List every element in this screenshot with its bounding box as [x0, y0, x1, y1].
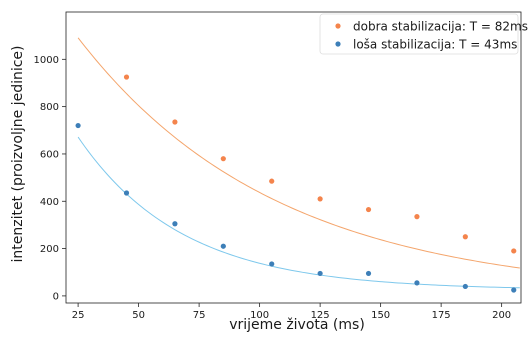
series-layer [75, 37, 520, 293]
x-tick-label: 175 [432, 310, 451, 321]
data-point [172, 119, 178, 125]
axes: 25 50 75 100 125 150 175 200 0 200 400 600 800 1000 [34, 11, 522, 321]
data-point [365, 270, 372, 277]
y-tick-label: 800 [40, 102, 59, 113]
plot-frame [65, 11, 522, 304]
y-tick-label: 1000 [34, 55, 59, 66]
x-tick-label: 25 [72, 310, 85, 321]
legend-box [319, 13, 519, 55]
legend-marker [335, 23, 341, 29]
fit-curve [77, 37, 520, 269]
data-point [172, 221, 178, 227]
series-1 [77, 37, 520, 269]
x-axis-label: vrijeme života (ms) [229, 317, 365, 333]
data-point [220, 156, 226, 162]
data-point [365, 206, 372, 213]
data-point [220, 243, 226, 249]
x-tick-label: 125 [311, 310, 330, 321]
x-tick-label: 100 [250, 310, 269, 321]
y-axis-label: intenzitet (proizvoljne jedinice) [10, 46, 26, 263]
x-tick-label: 50 [132, 310, 145, 321]
x-tick-label: 75 [193, 310, 206, 321]
data-point [414, 214, 420, 220]
data-point [462, 283, 468, 290]
data-point [317, 196, 323, 202]
data-point [75, 122, 81, 129]
data-point [269, 178, 275, 184]
legend-label: dobra stabilizacija: T = 82ms [353, 20, 528, 34]
fit-curve [77, 136, 520, 289]
x-tick-label: 150 [371, 310, 390, 321]
data-point [462, 234, 468, 240]
y-tick-label: 200 [40, 244, 59, 255]
y-tick-label: 0 [53, 291, 59, 302]
data-point [123, 190, 130, 196]
x-tick-label: 200 [492, 310, 511, 321]
data-point [511, 287, 517, 293]
data-point [317, 270, 323, 277]
y-tick-label: 600 [40, 149, 59, 160]
data-point [414, 280, 420, 286]
legend-label: loša stabilizacija: T = 43ms [353, 38, 517, 52]
data-point [511, 248, 517, 254]
series-2 [75, 122, 520, 293]
data-point [269, 261, 275, 267]
legend-marker [335, 41, 341, 47]
y-tick-label: 400 [40, 197, 59, 208]
legend: dobra stabilizacija: T = 82ms loša stabil… [319, 13, 528, 55]
data-point [123, 74, 130, 80]
